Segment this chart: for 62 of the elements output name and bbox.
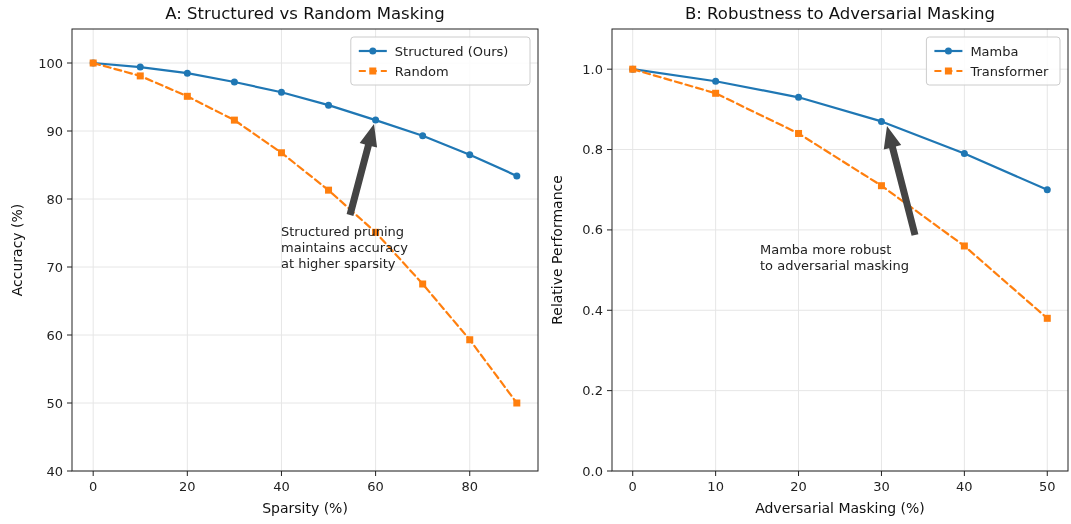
y-axis-title: Accuracy (%)	[9, 203, 25, 297]
point	[419, 280, 427, 288]
x-tick-label: 60	[367, 479, 384, 494]
point	[795, 129, 803, 137]
x-axis-title: Sparsity (%)	[262, 500, 348, 516]
chart-title: A: Structured vs Random Masking	[165, 4, 445, 23]
point	[277, 88, 285, 96]
legend-label: Mamba	[970, 43, 1019, 59]
point	[325, 186, 333, 194]
y-tick-label: 1.0	[582, 61, 603, 77]
x-tick-label: 30	[873, 479, 890, 494]
annotation: Mamba more robust to adversarial masking	[760, 242, 909, 273]
point	[183, 92, 191, 100]
y-tick-label: 80	[46, 191, 63, 207]
x-tick-label: 40	[956, 479, 973, 494]
x-tick-label: 80	[461, 479, 479, 494]
point	[712, 89, 720, 97]
y-axis-title: Relative Performance	[549, 175, 565, 325]
point	[466, 336, 474, 344]
point	[877, 182, 885, 190]
y-tick-label: 90	[46, 123, 63, 139]
point	[230, 78, 238, 86]
y-tick-label: 40	[46, 463, 63, 479]
point	[230, 116, 238, 124]
x-tick-label: 40	[273, 479, 290, 494]
chart-title: B: Robustness to Adversarial Masking	[685, 4, 995, 23]
y-tick-label: 70	[46, 259, 63, 275]
x-tick-label: 20	[179, 479, 196, 494]
point	[277, 149, 285, 157]
point	[513, 172, 521, 180]
y-tick-label: 0.0	[582, 463, 603, 479]
legend-label: Structured (Ours)	[394, 43, 509, 59]
legend-label: Random	[394, 63, 449, 79]
point	[960, 242, 968, 250]
x-axis-title: Adversarial Masking (%)	[755, 500, 925, 516]
point	[877, 117, 885, 125]
y-tick-label: 0.8	[582, 142, 603, 158]
point	[1043, 314, 1051, 322]
y-tick-label: 100	[38, 55, 63, 71]
point	[795, 93, 803, 101]
x-tick-label: 20	[790, 479, 807, 494]
y-tick-label: 50	[46, 395, 63, 411]
point	[466, 151, 474, 159]
x-tick-label: 50	[1039, 479, 1056, 494]
point	[419, 132, 427, 140]
x-tick-label: 0	[89, 479, 98, 494]
point	[325, 101, 333, 109]
x-tick-label: 10	[707, 479, 724, 494]
legend-label: Transformer	[969, 63, 1050, 79]
point	[183, 69, 191, 77]
y-tick-label: 60	[46, 327, 63, 343]
point	[1043, 186, 1051, 194]
point	[372, 116, 380, 124]
point	[712, 77, 720, 85]
y-tick-label: 0.6	[582, 222, 603, 238]
point	[513, 399, 521, 407]
point	[136, 63, 144, 71]
y-tick-label: 0.4	[582, 302, 603, 318]
point	[960, 150, 968, 158]
y-tick-label: 0.2	[582, 383, 603, 399]
x-tick-label: 0	[628, 479, 637, 494]
point	[136, 72, 144, 80]
